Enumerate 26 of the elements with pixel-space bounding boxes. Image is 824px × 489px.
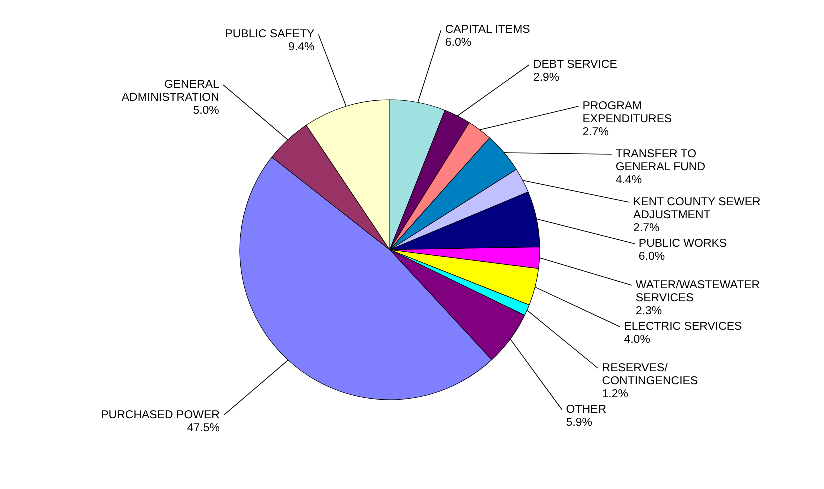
slice-label: CAPITAL ITEMS bbox=[445, 24, 531, 36]
data-label: 5.9% bbox=[566, 417, 592, 429]
slice-label: TRANSFER TO GENERAL FUND bbox=[616, 148, 706, 174]
data-label: 9.4% bbox=[288, 42, 315, 54]
slice-label: RESERVES/ CONTINGENCIES bbox=[602, 362, 698, 388]
slice-label: KENT COUNTY SEWER ADJUSTMENT bbox=[633, 196, 761, 222]
data-label: 2.3% bbox=[636, 306, 662, 318]
slice-label: PROGRAM EXPENDITURES bbox=[582, 100, 672, 126]
data-label: 2.7% bbox=[633, 222, 660, 234]
data-label: 6.0% bbox=[638, 251, 666, 263]
data-label: 1.2% bbox=[602, 388, 628, 400]
slice-label: PUBLIC WORKS bbox=[638, 238, 728, 250]
slice-label: PUBLIC SAFETY bbox=[225, 28, 316, 41]
data-label: 47.5% bbox=[187, 422, 220, 434]
slice-label: ELECTRIC SERVICES bbox=[624, 321, 743, 333]
data-label: 5.0% bbox=[193, 105, 220, 118]
slice-label: GENERAL ADMINISTRATION bbox=[122, 79, 220, 104]
slice-label: PURCHASED POWER bbox=[101, 409, 220, 422]
slice-label: OTHER bbox=[566, 404, 607, 416]
data-label: 4.0% bbox=[624, 334, 650, 346]
data-label: 2.9% bbox=[533, 72, 560, 84]
slice-label: DEBT SERVICE bbox=[533, 59, 618, 71]
data-label: 6.0% bbox=[445, 37, 472, 49]
data-label: 2.7% bbox=[582, 126, 609, 138]
data-label: 4.4% bbox=[616, 174, 642, 186]
slice-label: WATER/WASTEWATER SERVICES bbox=[636, 280, 760, 304]
